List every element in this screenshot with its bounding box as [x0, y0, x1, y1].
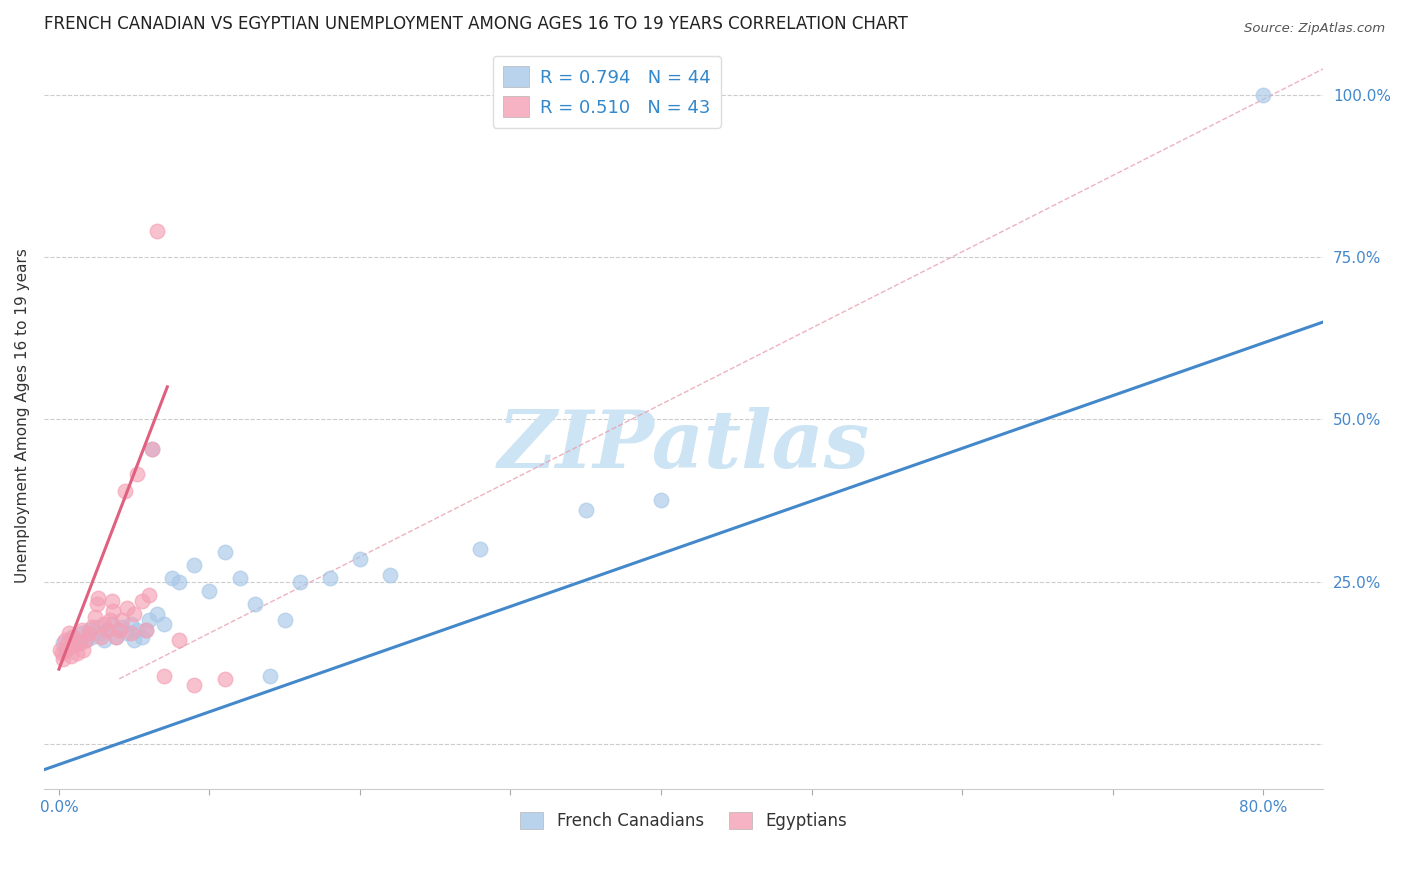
Point [90, 626, 112, 640]
Point [63, 630, 86, 644]
Point [96, 624, 118, 638]
Point [141, 442, 163, 456]
Point [69, 636, 91, 650]
Point [72, 642, 94, 657]
Point [135, 624, 157, 638]
Point [214, 545, 236, 559]
Point [115, 626, 138, 640]
Point [59, 632, 82, 647]
Point [51, 646, 73, 660]
Text: Source: ZipAtlas.com: Source: ZipAtlas.com [1244, 22, 1385, 36]
Point [153, 616, 176, 631]
Y-axis label: Unemployment Among Ages 16 to 19 years: Unemployment Among Ages 16 to 19 years [15, 249, 30, 583]
Point [138, 588, 160, 602]
Point [49, 642, 72, 657]
Point [52, 636, 75, 650]
Point [183, 678, 205, 692]
Point [650, 493, 672, 508]
Point [86, 597, 108, 611]
Point [153, 668, 176, 682]
Point [59, 649, 82, 664]
Point [63, 640, 86, 654]
Point [56, 636, 79, 650]
Point [62, 630, 84, 644]
Point [169, 632, 191, 647]
Point [114, 483, 136, 498]
Point [70, 624, 93, 638]
Point [135, 624, 157, 638]
Point [319, 571, 342, 585]
Point [470, 542, 492, 557]
Point [127, 624, 149, 638]
Point [115, 600, 138, 615]
Point [138, 614, 160, 628]
Legend: French Canadians, Egyptians: French Canadians, Egyptians [513, 805, 853, 837]
Point [80, 620, 103, 634]
Point [131, 594, 153, 608]
Point [274, 614, 297, 628]
Point [87, 591, 110, 605]
Text: ZIPatlas: ZIPatlas [498, 407, 870, 484]
Point [288, 574, 311, 589]
Point [122, 632, 145, 647]
Point [131, 630, 153, 644]
Point [75, 632, 97, 647]
Point [183, 558, 205, 573]
Point [228, 571, 250, 585]
Point [146, 607, 169, 621]
Point [100, 594, 122, 608]
Point [122, 607, 145, 621]
Point [96, 624, 118, 638]
Point [160, 571, 183, 585]
Text: FRENCH CANADIAN VS EGYPTIAN UNEMPLOYMENT AMONG AGES 16 TO 19 YEARS CORRELATION C: FRENCH CANADIAN VS EGYPTIAN UNEMPLOYMENT… [44, 15, 908, 33]
Point [111, 614, 134, 628]
Point [243, 597, 266, 611]
Point [66, 636, 89, 650]
Point [66, 646, 89, 660]
Point [100, 616, 122, 631]
Point [169, 574, 191, 589]
Point [105, 630, 128, 644]
Point [52, 652, 75, 666]
Point [108, 624, 131, 638]
Point [146, 224, 169, 238]
Point [259, 668, 281, 682]
Point [198, 584, 221, 599]
Point [70, 626, 93, 640]
Point [111, 620, 134, 634]
Point [1251, 87, 1274, 102]
Point [214, 672, 236, 686]
Point [101, 604, 124, 618]
Point [108, 624, 131, 638]
Point [378, 568, 401, 582]
Point [55, 642, 77, 657]
Point [90, 630, 112, 644]
Point [120, 616, 142, 631]
Point [93, 632, 115, 647]
Point [575, 503, 598, 517]
Point [141, 442, 163, 456]
Point [77, 626, 100, 640]
Point [120, 626, 142, 640]
Point [98, 614, 121, 628]
Point [86, 620, 108, 634]
Point [53, 632, 76, 647]
Point [75, 632, 97, 647]
Point [80, 630, 103, 644]
Point [105, 630, 128, 644]
Point [58, 626, 80, 640]
Point [93, 616, 115, 631]
Point [127, 467, 149, 482]
Point [55, 642, 77, 657]
Point [77, 624, 100, 638]
Point [84, 610, 107, 624]
Point [349, 551, 371, 566]
